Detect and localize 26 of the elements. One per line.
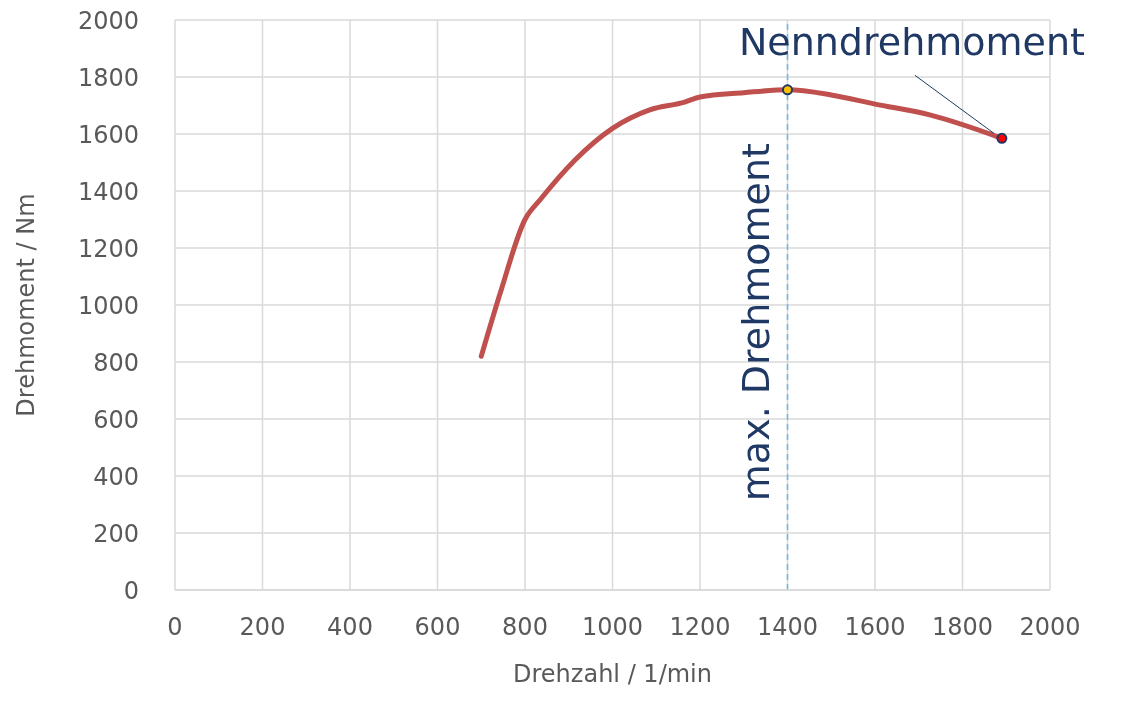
x-tick-label: 1400 (756, 613, 819, 642)
ref-line-label: max. Drehmoment (734, 143, 779, 502)
y-tick-label: 400 (93, 462, 139, 491)
x-tick-label: 200 (239, 613, 286, 642)
y-tick-label: 1400 (77, 177, 139, 206)
x-tick-label: 600 (414, 613, 461, 642)
x-tick-label: 400 (327, 613, 373, 642)
y-tick-label: 2000 (77, 6, 139, 35)
y-tick-label: 600 (93, 405, 139, 434)
y-tick-label: 1000 (77, 291, 139, 320)
y-tick-label: 200 (93, 519, 139, 548)
annotation: Nenndrehmoment (738, 20, 1085, 65)
y-tick-label: 0 (123, 576, 139, 605)
y-tick-label: 1600 (77, 120, 139, 149)
x-tick-label: 1000 (581, 613, 644, 642)
y-tick-label: 1800 (77, 63, 139, 92)
y-axis-title: Drehmoment / Nm (11, 193, 40, 417)
y-tick-label: 1200 (77, 234, 139, 263)
x-tick-label: 800 (502, 613, 548, 642)
x-tick-label: 0 (167, 613, 183, 642)
x-tick-label: 1600 (844, 613, 906, 642)
x-tick-label: 2000 (1019, 613, 1081, 642)
y-tick-label: 800 (93, 348, 139, 377)
x-axis-title: Drehzahl / 1/min (513, 660, 712, 688)
x-tick-label: 1800 (931, 613, 994, 642)
x-tick-label: 1200 (669, 613, 731, 642)
